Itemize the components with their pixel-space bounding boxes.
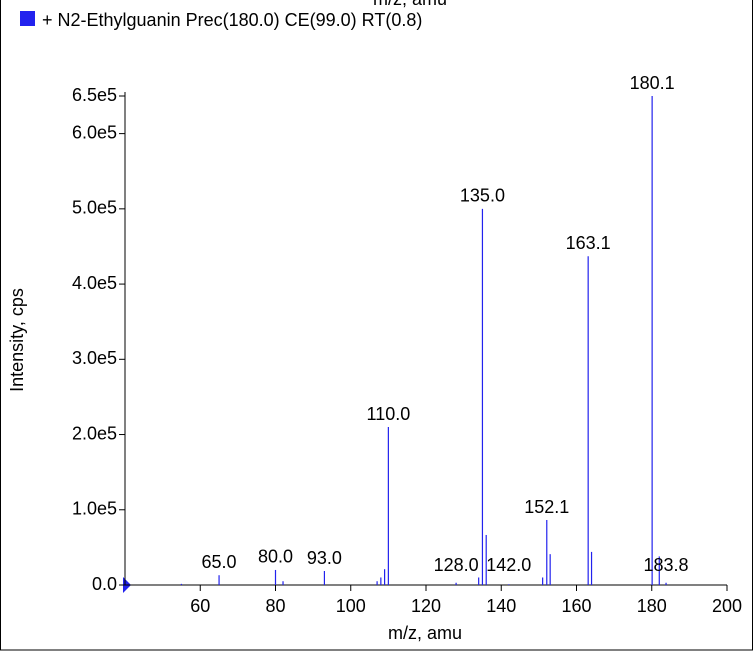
y-tick-label: 0.0 (92, 574, 117, 594)
peak-label: 142.0 (486, 555, 531, 575)
x-tick-label: 100 (336, 596, 366, 616)
y-axis-label: Intensity, cps (7, 288, 27, 392)
peak-label: 128.0 (434, 555, 479, 575)
y-tick-label: 2.0e5 (72, 423, 117, 443)
peak-label: 80.0 (258, 547, 293, 567)
x-axis-label: m/z, amu (388, 623, 462, 643)
peak-label: 65.0 (202, 552, 237, 572)
y-tick-label: 6.0e5 (72, 122, 117, 142)
x-tick-label: 160 (561, 596, 591, 616)
x-tick-label: 180 (637, 596, 667, 616)
peak-label: 110.0 (367, 404, 411, 424)
x-tick-label: 120 (411, 596, 441, 616)
legend-swatch (20, 11, 35, 26)
y-tick-label: 4.0e5 (72, 273, 117, 293)
y-tick-label: 5.0e5 (72, 198, 117, 218)
y-tick-label: 3.0e5 (72, 348, 117, 368)
top-axis-label: m/z, amu (373, 0, 447, 9)
peak-label: 93.0 (307, 548, 342, 568)
peak-label: 180.1 (630, 73, 675, 93)
peak-label: 183.8 (644, 555, 689, 575)
x-tick-label: 60 (190, 596, 210, 616)
x-tick-label: 80 (265, 596, 285, 616)
x-tick-label: 200 (712, 596, 742, 616)
y-tick-label: 6.5e5 (72, 85, 117, 105)
chart-title: + N2-Ethylguanin Prec(180.0) CE(99.0) RT… (42, 10, 422, 30)
peak-label: 163.1 (566, 233, 611, 253)
x-tick-label: 140 (486, 596, 516, 616)
y-tick-label: 1.0e5 (72, 499, 117, 519)
peak-label: 152.1 (524, 497, 569, 517)
peak-label: 135.0 (460, 186, 505, 206)
